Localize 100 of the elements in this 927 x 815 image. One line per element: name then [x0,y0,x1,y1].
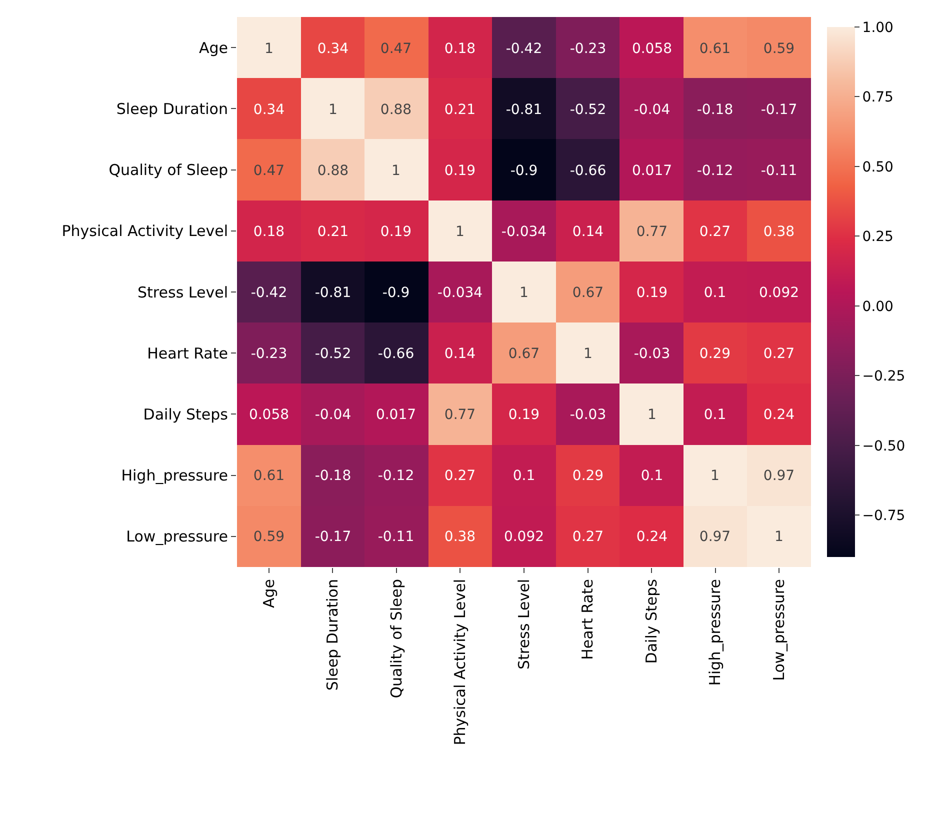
x-tick-label: Heart Rate [578,579,597,660]
color-bar-label: −0.75 [862,508,906,524]
data-label: 1 [774,528,784,545]
data-label: 0.058 [632,40,672,57]
data-label: 0.19 [636,284,668,301]
data-label: -0.18 [314,468,352,484]
data-label: 1 [264,40,274,57]
data-label: -0.03 [634,346,670,362]
data-label: -0.66 [570,162,606,179]
data-label: -0.12 [378,468,414,484]
x-tick-label: Stress Level [514,579,533,670]
data-label: 0.14 [572,224,604,240]
data-label: 0.61 [253,468,285,484]
data-label: -0.04 [634,102,670,118]
data-label: -0.12 [696,162,734,179]
data-label: 0.59 [763,40,795,57]
y-tick-label: Physical Activity Level [62,222,228,240]
data-label: 0.29 [699,346,731,362]
data-label: 0.017 [376,406,416,423]
data-label: -0.52 [570,102,606,118]
data-label: -0.17 [760,102,798,118]
data-label: -0.04 [314,406,352,423]
data-label: 0.1 [512,468,536,484]
color-bar-label: −0.25 [862,368,906,385]
x-tick-label: High_pressure [706,579,724,686]
data-label: -0.81 [314,284,352,301]
data-label: 1 [328,102,338,118]
data-label: -0.66 [378,346,414,362]
data-label: 0.18 [444,40,476,57]
data-label: 0.19 [508,406,540,423]
data-label: 1 [520,284,528,301]
data-label: 0.27 [444,468,476,484]
x-tick-label: Sleep Duration [324,579,342,691]
x-tick-label: Physical Activity Level [451,579,470,746]
data-label: -0.11 [378,528,414,545]
data-label: 0.77 [444,406,476,423]
data-label: 0.88 [317,162,349,179]
data-label: 0.47 [253,162,285,179]
data-label: 0.34 [253,102,285,118]
data-label: 0.1 [704,406,726,423]
color-bar-label: 0.00 [862,298,894,315]
data-label: 0.27 [699,224,731,240]
data-label: -0.9 [510,162,538,179]
data-label: 1 [710,468,720,484]
data-label: 0.97 [763,468,795,484]
data-label: 0.1 [640,468,664,484]
data-label: 1 [648,406,656,423]
data-label: 0.77 [636,224,668,240]
y-tick-label: Heart Rate [147,344,228,362]
data-label: -0.03 [570,406,606,423]
data-label: 0.14 [444,346,476,362]
data-label: 0.38 [763,224,795,240]
data-label: 0.59 [253,528,285,545]
y-tick-label: High_pressure [121,466,228,485]
data-label: 0.092 [758,284,800,301]
data-label: 1 [392,162,400,179]
data-label: 0.1 [704,284,726,301]
data-label: 0.18 [253,224,285,240]
y-tick-label: Daily Steps [143,405,228,424]
data-label: -0.52 [314,346,352,362]
color-bar-label: −0.50 [862,438,906,454]
data-label: 0.29 [572,468,604,484]
data-label: -0.034 [437,284,483,301]
color-bar-label: 0.50 [862,159,894,176]
data-label: -0.17 [314,528,352,545]
y-tick-label: Age [198,38,228,57]
data-label: 0.67 [508,346,540,362]
data-label: 0.19 [380,224,412,240]
data-label: 0.21 [317,224,349,240]
data-label: 0.21 [444,102,476,118]
color-bar-label: 0.75 [862,90,894,106]
data-label: -0.42 [250,284,288,301]
data-label: 1 [584,346,592,362]
data-label: 0.34 [317,40,349,57]
data-label: 0.97 [699,528,731,545]
data-label: 1 [456,224,464,240]
y-tick-label: Sleep Duration [116,100,228,118]
data-label: -0.23 [250,346,288,362]
data-label: 0.61 [699,40,731,57]
x-tick-label: Daily Steps [642,578,660,664]
data-label: -0.11 [760,162,798,179]
data-label: -0.9 [382,284,410,301]
x-tick-label: Quality of Sleep [387,579,406,698]
data-label: 0.27 [763,346,795,362]
data-label: 0.88 [380,102,412,118]
data-label: 0.47 [380,40,412,57]
data-label: 0.19 [444,162,476,179]
y-tick-label: Low_pressure [126,528,228,546]
data-label: 0.67 [572,284,604,301]
y-tick-label: Quality of Sleep [108,161,228,180]
data-label: 0.24 [636,528,668,545]
data-label: 0.27 [572,528,604,545]
data-label: -0.034 [501,224,547,240]
data-label: -0.81 [506,102,542,118]
x-tick-label: Low_pressure [770,579,788,681]
data-label: 0.058 [248,406,290,423]
data-label: 0.092 [504,528,544,545]
data-label: 0.38 [444,528,476,545]
color-bar-label: 0.25 [862,229,894,246]
x-tick-label: Age [260,579,278,608]
